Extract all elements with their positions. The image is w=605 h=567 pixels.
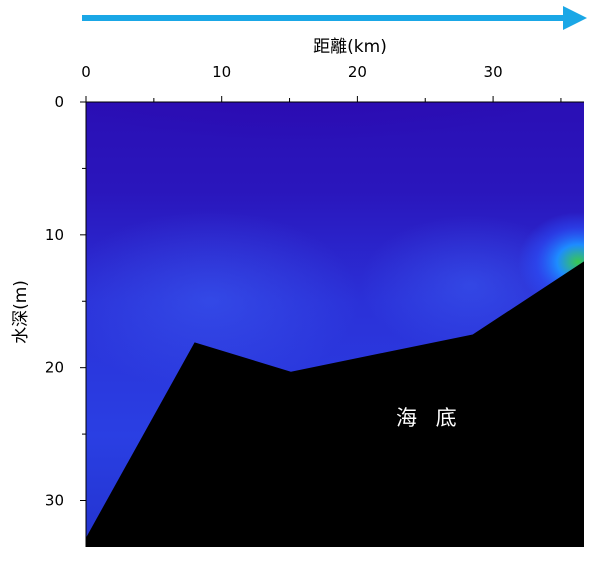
x-tick-label: 0 <box>81 63 91 81</box>
x-tick-label: 30 <box>484 63 503 81</box>
plot-area: 海 底 <box>86 102 584 547</box>
y-axis-ticks: 0 10 20 30 <box>45 93 86 510</box>
x-tick-label: 10 <box>212 63 231 81</box>
seabed-polygon <box>86 261 584 547</box>
seabed-label: 海 底 <box>396 406 463 430</box>
x-tick-label: 20 <box>348 63 367 81</box>
y-tick-label: 0 <box>54 93 64 111</box>
light-blue-zone <box>86 210 360 390</box>
y-tick-label: 20 <box>45 359 64 377</box>
x-axis-ticks: 0 10 20 30 <box>81 63 562 102</box>
x-axis-title: 距離(km) <box>313 37 387 57</box>
y-tick-label: 10 <box>45 226 64 244</box>
surface-dark-layer <box>86 102 584 240</box>
y-axis-title: 水深(m) <box>11 280 31 344</box>
y-tick-label: 30 <box>45 492 64 510</box>
